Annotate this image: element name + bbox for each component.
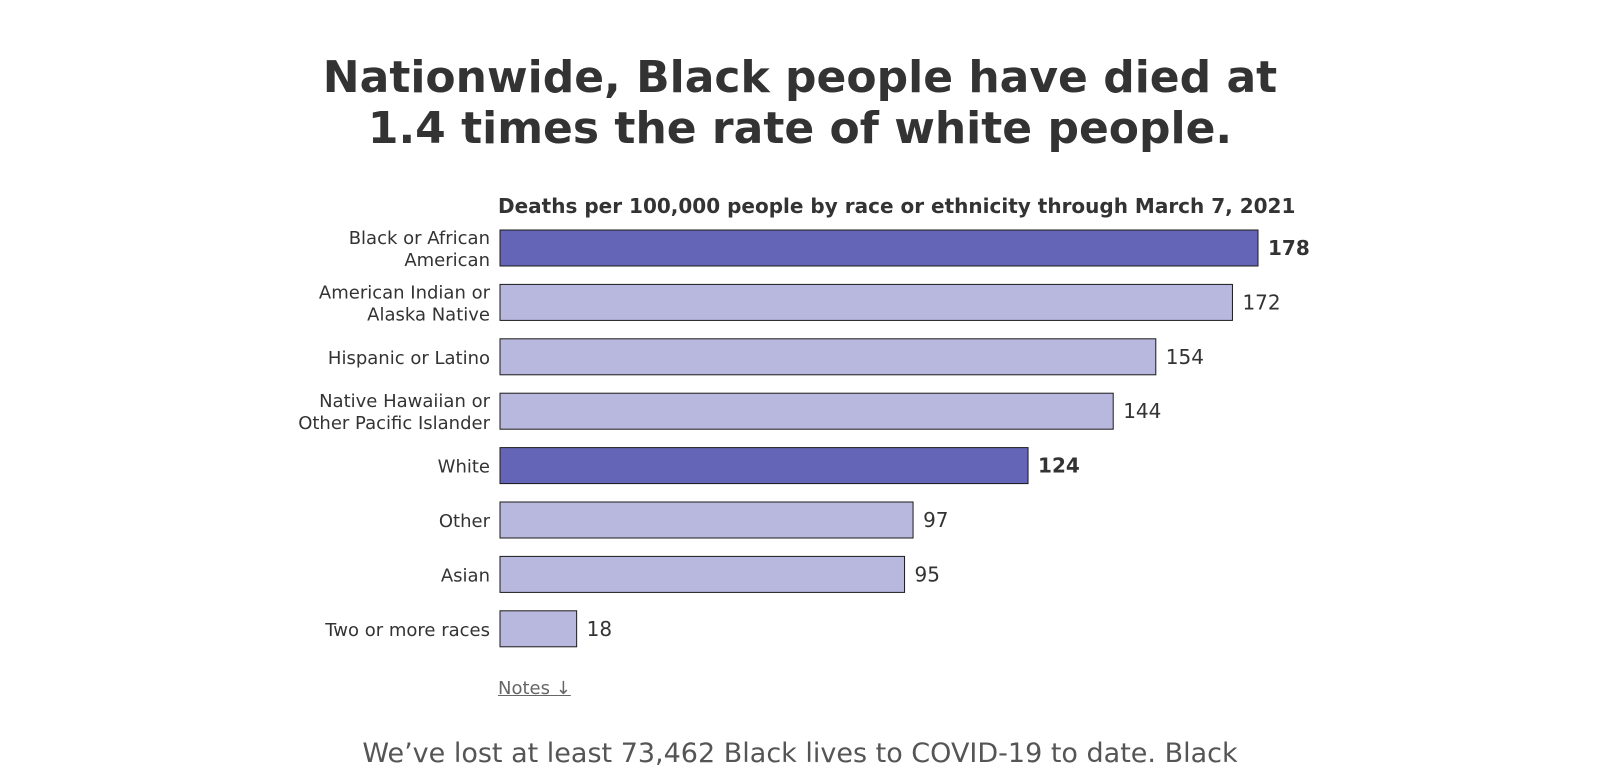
body-paragraph: We’ve lost at least 73,462 Black lives t…	[362, 738, 1238, 769]
category-label: American Indian or Alaska Native	[319, 282, 491, 325]
bar	[499, 283, 1233, 321]
chart-title: Deaths per 100,000 people by race or eth…	[498, 194, 1296, 218]
bar	[499, 338, 1157, 376]
bar	[499, 501, 914, 539]
bar-value-label: 178	[1268, 236, 1310, 260]
headline: Nationwide, Black people have died at 1.…	[0, 52, 1600, 154]
bar	[499, 229, 1259, 267]
headline-line-2: 1.4 times the rate of white people.	[367, 103, 1233, 154]
bar	[499, 610, 578, 648]
bar	[499, 447, 1029, 485]
category-label: Hispanic or Latino	[328, 348, 490, 369]
category-label: White	[438, 457, 490, 478]
category-label: Other	[439, 511, 491, 532]
category-label: Black or African American	[349, 228, 490, 271]
bar-value-label: 144	[1123, 399, 1161, 423]
bar-value-label: 18	[587, 617, 612, 641]
bar	[499, 555, 906, 593]
bar-value-label: 172	[1242, 290, 1280, 314]
notes-link[interactable]: Notes ↓	[498, 678, 571, 699]
category-label: Two or more races	[324, 620, 490, 641]
category-label: Asian	[441, 565, 490, 586]
bar-value-label: 95	[915, 562, 940, 586]
bar-value-label: 124	[1038, 454, 1080, 478]
bar-value-label: 97	[923, 508, 948, 532]
headline-line-1: Nationwide, Black people have died at	[322, 52, 1278, 103]
bar	[499, 392, 1114, 430]
bar-value-label: 154	[1166, 345, 1204, 369]
category-label: Native Hawaiian or Other Pacific Islander	[298, 391, 490, 434]
